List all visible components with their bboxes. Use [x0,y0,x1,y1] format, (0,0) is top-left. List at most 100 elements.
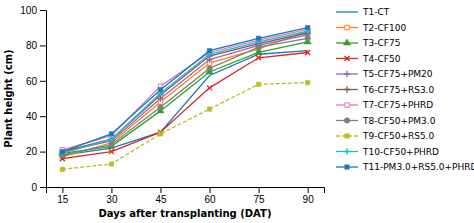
point [305,25,309,29]
tick: 100 [20,5,46,16]
y-axis: 0 20 40 60 80 100 [20,5,46,193]
series-line [62,42,307,154]
legend-label: T8-CF50+PM3.0 [362,116,436,126]
tick-label: 20 [26,146,38,157]
point [60,149,64,153]
point [158,105,164,111]
tick-mark [40,116,46,117]
point [158,87,162,91]
tick-label: 100 [20,5,37,16]
series [60,29,310,159]
point [256,82,260,86]
legend-item: T4-CF50 [336,54,401,64]
point [256,44,262,50]
tick: 60 [26,76,46,87]
point [109,149,114,154]
legend-label: T7-CF75+PHRD [362,100,433,110]
legend-item: T10-CF50+PHRD [336,147,439,157]
tick-mark [40,10,46,11]
series-line [62,35,307,152]
tick: 45 [155,187,167,205]
tick-label: 0 [31,182,37,193]
tick-label: 15 [57,194,69,205]
point [207,66,213,72]
point [158,132,162,136]
point [59,148,65,154]
legend-label: T1-CT [362,7,390,17]
tick-mark [308,187,309,193]
tick: 75 [254,187,266,205]
legend-marker [344,86,350,92]
tick-mark [210,187,211,193]
legend-label: T5-CF75+PM20 [362,69,433,79]
tick-mark [111,187,112,193]
legend-item: T7-CF75+PHRD [336,100,433,110]
tick-mark [40,81,46,82]
point [207,48,211,52]
point [109,162,113,166]
point [207,85,212,90]
legend-label: T10-CF50+PHRD [362,147,439,157]
point [108,136,114,142]
axis-line [40,11,47,188]
series-line [62,29,307,149]
legend-label: T11-PM3.0+RS5.0+PHRD [362,162,474,172]
legend-label: T9-CF50+RS5.0 [362,131,434,141]
point [256,36,260,40]
legend-marker [343,39,350,45]
legend-item: T1-CT [336,7,390,17]
point [60,167,64,171]
tick: 30 [106,187,118,205]
legend-item: T2-CF100 [336,23,406,33]
marks [59,25,311,171]
y-axis-title: Plant height (cm) [3,49,14,147]
tick: 60 [204,187,216,205]
series-line [62,28,307,152]
legend-item: T9-CF50+RS5.0 [336,131,434,141]
legend-marker [344,148,350,154]
series [59,32,311,155]
point [108,142,115,148]
tick: 40 [26,111,46,122]
legend-label: T3-CF75 [362,38,400,48]
tick-mark [160,187,161,193]
point [59,148,65,154]
legend-item: T8-CF50+PM3.0 [336,116,436,126]
point [256,55,261,60]
series-line [62,38,307,155]
series [59,30,311,155]
chart: 153045607590020406080100Days after trans… [0,0,474,223]
tick: 0 [31,182,46,193]
legend-label: T6-CF75+RS3.0 [362,85,434,95]
tick-label: 45 [155,194,167,205]
series [60,25,310,153]
legend-marker [345,165,349,169]
tick: 90 [303,187,315,205]
point [59,150,65,156]
legend-swatch [336,11,358,12]
legend-marker [344,56,349,61]
legend-item: T11-PM3.0+RS5.0+PHRD [336,162,474,172]
series [60,27,310,152]
tick-label: 90 [303,194,315,205]
tick-label: 60 [26,76,38,87]
point [305,36,311,42]
tick: 80 [26,40,46,51]
legend-item: T5-CF75+PM20 [336,69,433,79]
legend-marker [345,25,349,29]
legend-item: T3-CF75 [336,38,400,48]
series-line [62,83,307,170]
legend-label: T2-CF100 [362,23,406,33]
series-line [62,31,307,153]
point [109,132,113,136]
x-axis: 15 30 45 60 75 90 [47,187,325,205]
series-line [62,33,307,152]
tick-mark [40,45,46,46]
tick-label: 30 [106,194,118,205]
axis-line [47,188,325,194]
legend-item: T6-CF75+RS3.0 [336,85,434,95]
point [305,50,310,55]
tick-mark [62,187,63,193]
tick-mark [40,152,46,153]
legend-marker [345,103,349,107]
